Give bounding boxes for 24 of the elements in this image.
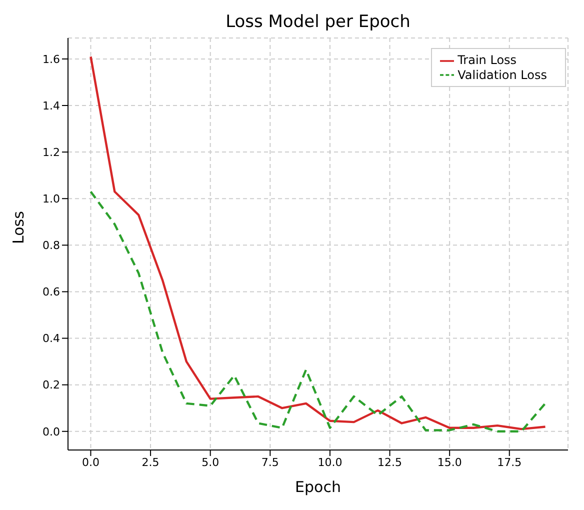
x-tick-label: 5.0 bbox=[202, 456, 220, 469]
x-tick-label: 7.5 bbox=[261, 456, 279, 469]
y-tick-label: 1.4 bbox=[42, 99, 60, 112]
y-tick-label: 1.0 bbox=[42, 192, 60, 206]
y-axis-title: Loss bbox=[9, 210, 28, 244]
x-tick-label: 0.0 bbox=[82, 456, 100, 469]
x-tick-label: 17.5 bbox=[497, 456, 522, 469]
x-tick-label: 12.5 bbox=[378, 456, 402, 469]
y-tick-label: 0.4 bbox=[42, 332, 60, 346]
x-axis-title: Epoch bbox=[295, 478, 341, 496]
legend-label: Validation Loss bbox=[458, 68, 547, 82]
y-tick-label: 0.2 bbox=[42, 378, 60, 392]
line-series bbox=[90, 56, 546, 430]
x-tick-label: 10.0 bbox=[318, 456, 342, 469]
y-tick-label: 0.6 bbox=[42, 286, 60, 299]
chart-title: Loss Model per Epoch bbox=[224, 12, 412, 32]
line-series bbox=[90, 190, 546, 432]
y-tick-label: 1.6 bbox=[42, 52, 60, 66]
x-tick-label: 15.0 bbox=[437, 456, 462, 469]
y-tick-label: 0.0 bbox=[42, 425, 60, 438]
legend-label: Train Loss bbox=[458, 53, 517, 67]
y-tick-label: 1.2 bbox=[42, 146, 60, 159]
y-tick-label: 0.8 bbox=[42, 239, 60, 252]
x-tick-label: 2.5 bbox=[142, 456, 160, 469]
